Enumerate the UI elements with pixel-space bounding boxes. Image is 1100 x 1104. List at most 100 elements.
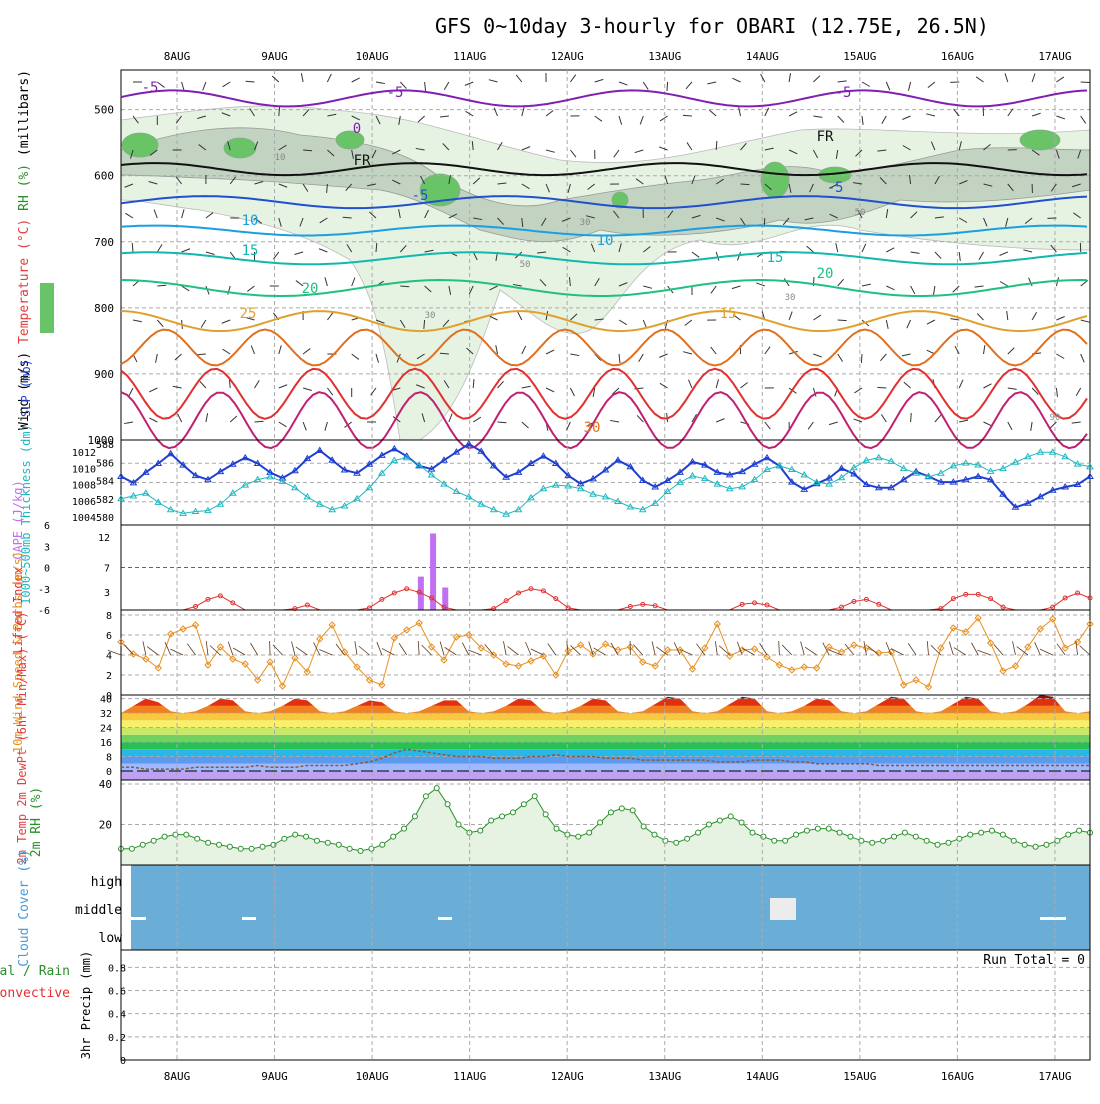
wind-barb-10m	[1076, 641, 1078, 655]
rh-point	[216, 842, 221, 847]
contour-label: 15	[720, 306, 737, 322]
rh-point	[750, 830, 755, 835]
slp-tick: 1010	[72, 464, 96, 475]
wind-barb-10m	[187, 644, 195, 655]
top-date-label: 14AUG	[746, 50, 779, 63]
rh-point	[892, 834, 897, 839]
wind-barb	[689, 380, 692, 388]
wind-barb	[546, 350, 554, 354]
contour-label: 30	[580, 218, 591, 228]
wind-barb	[133, 320, 142, 322]
wind-barb	[959, 420, 968, 422]
precip-panel	[121, 950, 1090, 1060]
pressure-tick-label: 500	[94, 104, 114, 117]
wind-barb-10m	[633, 645, 642, 655]
wind-barb	[178, 414, 182, 422]
rh-point	[1044, 842, 1049, 847]
wind-barb	[465, 82, 473, 85]
wind-barb	[953, 286, 959, 292]
contour-label: 50	[520, 260, 531, 270]
wind-barb	[327, 313, 332, 320]
wind-barb	[660, 116, 668, 121]
wind-barb	[1023, 250, 1032, 252]
wind-barb	[1081, 320, 1090, 322]
wind-barb	[838, 320, 847, 321]
rh-point	[129, 846, 134, 851]
wind-barb	[789, 112, 797, 116]
wind-tick: 8	[106, 611, 112, 622]
temp-band	[121, 749, 1090, 756]
rh-point	[772, 838, 777, 843]
wind-barb-10m	[805, 647, 817, 655]
run-total: Run Total = 0	[983, 953, 1085, 968]
bottom-date-label: 11AUG	[453, 1070, 486, 1083]
wind-barb-10m	[485, 644, 494, 655]
wind-barb	[711, 347, 717, 354]
rh-point	[837, 830, 842, 835]
wind-barb	[838, 116, 844, 122]
contour-label: 30	[785, 293, 796, 303]
wind-barb	[711, 286, 716, 293]
wind-barb-10m	[508, 646, 519, 655]
wind-barb	[739, 107, 741, 116]
wind-barb	[862, 284, 871, 286]
rh-point	[674, 840, 679, 845]
precip-tick: 0	[120, 1056, 126, 1067]
wind-barb	[206, 252, 215, 254]
rh-point	[685, 836, 690, 841]
rh-point	[815, 826, 820, 831]
wind-barb-10m	[782, 645, 792, 655]
wind-barb	[643, 82, 648, 90]
thickness-tick: 586	[96, 458, 114, 469]
rh-point	[608, 810, 613, 815]
wind-barb	[157, 244, 162, 252]
wind-barb-10m	[801, 641, 805, 655]
wind-barb	[1081, 116, 1086, 123]
cloud-level-label: middle	[75, 903, 122, 918]
slp-tick: 1008	[72, 481, 96, 492]
rh-shade-high	[761, 162, 789, 198]
cloud-gap	[770, 898, 796, 920]
wind-barb	[303, 388, 312, 390]
wind-barb-10m	[525, 642, 530, 655]
wind-barb	[255, 380, 260, 388]
temp-tick: 16	[100, 738, 112, 749]
wind-barb	[862, 82, 870, 87]
temp-band	[121, 690, 1090, 699]
wind-barb	[959, 380, 963, 388]
temp-band	[121, 699, 1090, 706]
rh-point	[1011, 838, 1016, 843]
lifted-tick: 3	[44, 542, 50, 553]
rh-point	[184, 832, 189, 837]
rh-point	[249, 846, 254, 851]
thickness-tick: 588	[96, 440, 114, 451]
cloud-gap	[242, 917, 256, 920]
cape-tick: 12	[98, 533, 110, 544]
wind-barb	[570, 388, 574, 396]
wind-barb	[149, 418, 157, 422]
contour-label: 15	[767, 250, 784, 266]
wind-barb	[789, 73, 790, 82]
rh-point	[369, 846, 374, 851]
temp-tick: 24	[100, 724, 112, 735]
rh-point	[195, 836, 200, 841]
contour-label: 15	[242, 243, 259, 259]
wind-barb	[175, 354, 182, 360]
wind-barb	[489, 80, 498, 82]
rh-point	[347, 846, 352, 851]
wind-barb-10m	[908, 643, 916, 655]
wind-barb	[829, 422, 838, 425]
rh-point	[804, 828, 809, 833]
wind-barb	[440, 116, 449, 117]
wind-barb	[881, 414, 886, 422]
wind-barb	[1008, 388, 1017, 389]
rh-tick: 20	[99, 819, 112, 832]
rh-shade-high	[1020, 130, 1060, 150]
wind-barb	[301, 73, 303, 82]
temp-band	[121, 706, 1090, 713]
wind-barb	[737, 252, 740, 260]
wind-barb-10m	[206, 641, 208, 655]
temp-contour-30	[121, 330, 1087, 366]
top-date-label: 13AUG	[648, 50, 681, 63]
cloud-level-label: high	[91, 875, 122, 890]
